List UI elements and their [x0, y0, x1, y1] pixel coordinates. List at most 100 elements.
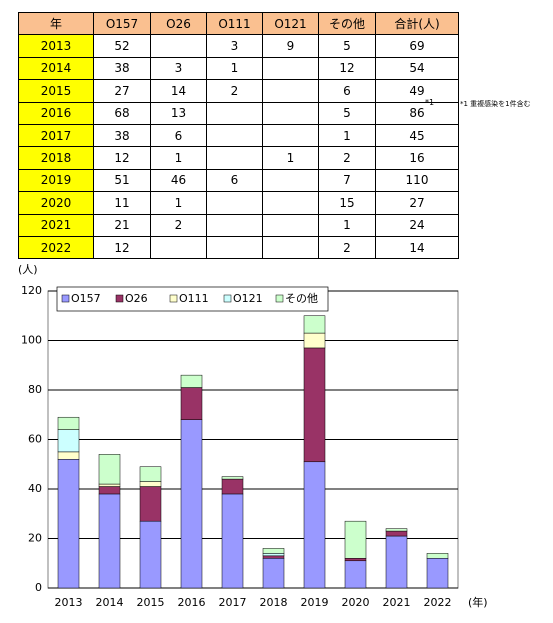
- table-cell: 5: [318, 101, 376, 125]
- y-tick-label: 0: [35, 581, 42, 594]
- table-cell: 2014: [18, 56, 94, 81]
- legend-label: その他: [285, 292, 318, 305]
- bar-segment: [98, 486, 121, 495]
- bar-segment: [180, 419, 203, 589]
- table-cell: 1: [262, 146, 319, 170]
- table-cell: 49: [375, 79, 459, 103]
- table-cell: 2020: [18, 191, 94, 215]
- x-tick-label: 2020: [342, 596, 370, 609]
- bar-segment: [139, 520, 162, 589]
- table-cell: 45: [375, 123, 459, 148]
- bar-segment: [98, 483, 121, 487]
- table-cell: 52: [93, 34, 151, 58]
- table-cell: [262, 101, 319, 125]
- x-tick-label: 2019: [301, 596, 329, 609]
- bar-segment: [344, 558, 367, 562]
- table-cell: 68: [93, 101, 151, 125]
- table-cell: O26: [150, 11, 207, 36]
- table-cell: 54: [375, 56, 459, 81]
- legend-swatch: [275, 294, 284, 303]
- x-tick-label: 2021: [383, 596, 411, 609]
- table-cell: 2019: [18, 168, 94, 193]
- bar-segment: [98, 454, 121, 485]
- table-cell: 14: [375, 235, 459, 260]
- x-tick-label: 2015: [137, 596, 165, 609]
- table-cell: 51: [93, 168, 151, 193]
- footnote: *1 重複感染を1件含む: [460, 100, 531, 108]
- y-tick-label: 120: [21, 284, 42, 297]
- bar-segment: [57, 429, 80, 453]
- table-row: 2019 51 46 6 7 110: [18, 168, 459, 193]
- table-cell: [206, 146, 263, 170]
- table-cell: 110: [375, 168, 459, 193]
- footnote-mark: *1: [425, 98, 435, 107]
- table-cell: 86: [375, 101, 459, 125]
- table-cell: その他: [318, 11, 376, 36]
- legend-swatch: [223, 294, 232, 303]
- table-cell: 6: [150, 123, 207, 148]
- table-cell: 6: [206, 168, 263, 193]
- table-cell: [206, 123, 263, 148]
- table-cell: 16: [375, 146, 459, 170]
- table-cell: [262, 213, 319, 237]
- table-cell: 38: [93, 56, 151, 81]
- table-cell: 2021: [18, 213, 94, 237]
- table-row: 2018 12 1 1 2 16: [18, 146, 459, 170]
- legend-swatch: [61, 294, 70, 303]
- table-cell: 年: [18, 11, 94, 36]
- table-cell: 38: [93, 123, 151, 148]
- bar-segment: [57, 451, 80, 460]
- bar-segment: [262, 548, 285, 554]
- bar-segment: [426, 553, 449, 559]
- bar-segment: [221, 478, 244, 495]
- legend-label: O111: [179, 292, 209, 305]
- table-row: 2020 11 1 15 27: [18, 191, 459, 215]
- table-cell: 合計(人): [375, 11, 459, 36]
- bar-segment: [262, 558, 285, 589]
- table-cell: [262, 56, 319, 81]
- bar-segment: [303, 461, 326, 589]
- table-cell: [262, 191, 319, 215]
- bar-segment: [57, 416, 80, 430]
- legend-label: O26: [125, 292, 148, 305]
- bar-segment: [344, 560, 367, 589]
- table-cell: [262, 123, 319, 148]
- table-cell: 12: [93, 235, 151, 260]
- y-tick-label: 20: [28, 532, 42, 545]
- bar-segment: [344, 520, 367, 559]
- bar-segment: [303, 315, 326, 334]
- table-cell: 27: [375, 191, 459, 215]
- table-cell: O121: [262, 11, 319, 36]
- legend-label: O121: [233, 292, 263, 305]
- table-cell: 14: [150, 79, 207, 103]
- table-cell: [262, 79, 319, 103]
- x-tick-label: 2016: [178, 596, 206, 609]
- y-axis-label: (人): [18, 263, 38, 276]
- y-tick-label: 80: [28, 383, 42, 396]
- table-cell: [150, 34, 207, 58]
- bar-segment: [180, 387, 203, 420]
- x-tick-label: 2017: [219, 596, 247, 609]
- table-row: 2015 27 14 2 6 49: [18, 79, 459, 103]
- legend-swatch: [169, 294, 178, 303]
- table-cell: O157: [93, 11, 151, 36]
- bar-segment: [426, 558, 449, 589]
- table-cell: [206, 101, 263, 125]
- bar-segment: [180, 374, 203, 388]
- table-cell: 2013: [18, 34, 94, 58]
- legend-swatch: [115, 294, 124, 303]
- y-tick-label: 60: [28, 433, 42, 446]
- table-cell: [262, 168, 319, 193]
- table-row: 年 O157 O26 O111 O121 その他 合計(人): [18, 11, 459, 36]
- table-row: 2013 52 3 9 5 69: [18, 34, 459, 58]
- table-cell: [206, 191, 263, 215]
- table-cell: 1: [318, 123, 376, 148]
- table-cell: 3: [206, 34, 263, 58]
- table-cell: 24: [375, 213, 459, 237]
- bar-segment: [57, 459, 80, 589]
- table-row: 2017 38 6 1 45: [18, 123, 459, 148]
- bar-segment: [385, 535, 408, 589]
- table-cell: 11: [93, 191, 151, 215]
- table-cell: 21: [93, 213, 151, 237]
